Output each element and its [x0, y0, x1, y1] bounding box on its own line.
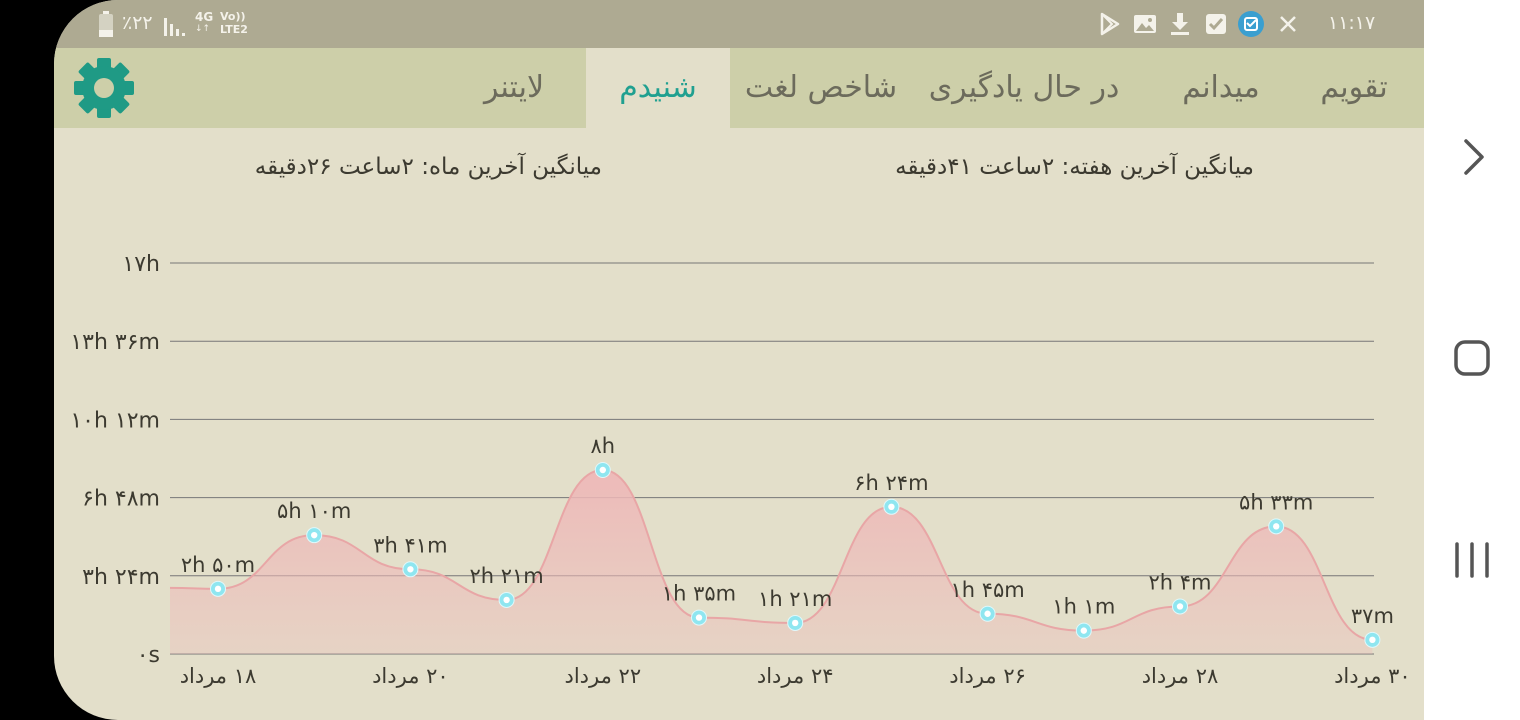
tab-bar: تقویم میدانم در حال یادگیری شاخص لغت شنی…	[54, 48, 1424, 128]
x-tick-label: ۳۰ مرداد	[1334, 664, 1411, 688]
tab-learning[interactable]: در حال یادگیری	[928, 70, 1120, 105]
data-point-center	[311, 531, 318, 539]
signal-icon	[164, 18, 185, 36]
app-screen: ٪۲۲ 4G ↓↑ Vo)) LTE2	[54, 0, 1424, 720]
data-label: ۱h ۲۱m	[758, 587, 832, 611]
data-point-center	[1080, 627, 1088, 634]
close-icon	[1280, 16, 1296, 32]
gallery-icon	[1134, 15, 1156, 33]
tab-heard[interactable]: شنیدم	[586, 48, 730, 128]
x-tick-label: ۲۲ مرداد	[564, 664, 641, 688]
y-tick-label: ۱۷h	[122, 252, 160, 277]
data-label: ۲h ۵۰m	[181, 553, 255, 577]
data-point-center	[407, 566, 414, 573]
data-label: ۸h	[591, 434, 616, 458]
task-icon	[1238, 11, 1264, 37]
chevron-right-icon[interactable]	[1452, 137, 1492, 177]
battery-icon	[99, 11, 113, 37]
data-point-center	[1369, 636, 1376, 644]
network-type: 4G	[195, 10, 214, 24]
data-point-center	[695, 614, 703, 621]
data-label: ۲h ۴m	[1149, 570, 1212, 594]
data-point-center	[1176, 603, 1184, 610]
y-tick-label: ۰s	[137, 643, 160, 668]
weekly-average: میانگین آخرین هفته: ۲ساعت ۴۱دقیقه	[895, 154, 1254, 180]
x-tick-label: ۲۸ مرداد	[1142, 664, 1219, 688]
navigation-bar	[1424, 0, 1520, 720]
x-tick-label: ۲۴ مرداد	[757, 664, 834, 688]
tab-calendar[interactable]: تقویم	[1320, 70, 1388, 105]
status-bar: ٪۲۲ 4G ↓↑ Vo)) LTE2	[54, 0, 1424, 48]
y-tick-label: ۱۰h ۱۲m	[70, 408, 160, 433]
x-tick-label: ۱۸ مرداد	[180, 664, 257, 688]
data-label: ۲h ۲۱m	[469, 564, 543, 588]
data-point-center	[1273, 523, 1280, 530]
play-store-icon	[1100, 12, 1120, 36]
x-tick-label: ۲۶ مرداد	[949, 664, 1026, 688]
chart-area	[170, 470, 1373, 654]
data-label: ۱h ۴۵m	[950, 578, 1024, 602]
y-tick-label: ۱۳h ۳۶m	[70, 330, 160, 355]
data-point-center	[984, 610, 991, 617]
gear-icon[interactable]	[74, 58, 134, 118]
network-arrows-icon: ↓↑	[195, 24, 211, 34]
data-label: ۵h ۱۰m	[277, 499, 351, 523]
data-label: ۱h ۱m	[1052, 595, 1115, 619]
listening-chart: ۰s ۳h ۲۴m ۶h ۴۸m ۱۰h ۱۲m ۱۳h ۳۶m ۱۷h ۲h ۵۰m ۵h …	[70, 252, 1411, 688]
check-icon	[1206, 14, 1226, 34]
data-point-center	[792, 619, 799, 627]
tab-leitner[interactable]: لایتنر	[483, 70, 545, 105]
recents-icon[interactable]	[1452, 540, 1492, 580]
y-tick-label: ۳h ۲۴m	[82, 565, 160, 590]
y-tick-label: ۶h ۴۸m	[82, 487, 160, 512]
data-label: ۶h ۲۴m	[854, 471, 928, 495]
data-point-center	[599, 466, 606, 474]
battery-percent: ٪۲۲	[122, 12, 153, 34]
data-point-center	[503, 596, 510, 604]
status-time: ۱۱:۱۷	[1328, 12, 1376, 34]
data-label: ۱h ۳۵m	[662, 582, 736, 606]
data-point-center	[888, 503, 895, 510]
tab-word-index[interactable]: شاخص لغت	[744, 70, 898, 105]
monthly-average: میانگین آخرین ماه: ۲ساعت ۲۶دقیقه	[254, 154, 602, 180]
data-label: ۵h ۳۳m	[1239, 490, 1313, 514]
tab-known[interactable]: میدانم	[1182, 70, 1260, 105]
download-icon	[1171, 13, 1189, 35]
data-label: ۳h ۴۱m	[373, 533, 447, 557]
data-label: ۳۷m	[1351, 604, 1394, 628]
home-icon[interactable]	[1452, 338, 1492, 378]
x-tick-label: ۲۰ مرداد	[372, 664, 449, 688]
volte-label: Vo)) LTE2	[220, 10, 248, 36]
data-point-center	[214, 585, 222, 593]
